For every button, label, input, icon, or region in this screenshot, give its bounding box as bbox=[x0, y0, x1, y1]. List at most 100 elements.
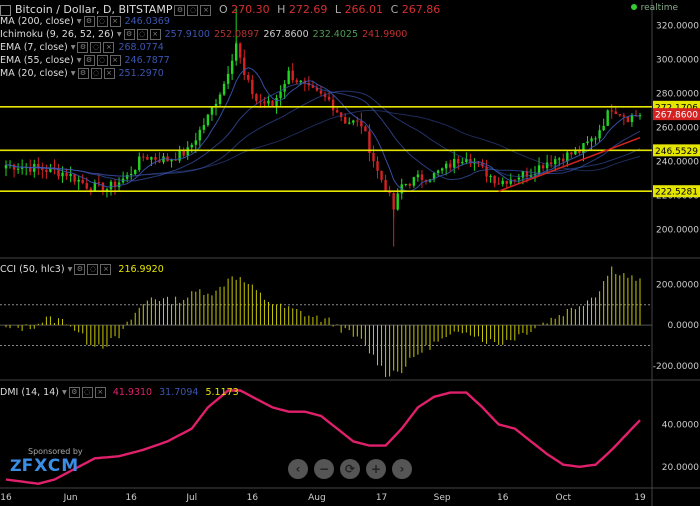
zoom-out-button[interactable]: − bbox=[314, 459, 334, 479]
indicator-legend-row: EMA (55, close) ▾ ⚙ ◌ × 246.7877 bbox=[0, 54, 170, 67]
candle-body bbox=[170, 159, 173, 162]
candle-body bbox=[206, 114, 210, 126]
candle-body bbox=[190, 144, 193, 148]
indicator-hide-icon[interactable]: ◌ bbox=[90, 68, 102, 79]
hide-icon[interactable]: ◌ bbox=[187, 4, 199, 16]
dmi-label[interactable]: DMI (14, 14) bbox=[0, 387, 59, 398]
zoom-in-button[interactable]: + bbox=[366, 459, 386, 479]
dmi-hide-icon[interactable]: ◌ bbox=[81, 387, 93, 398]
sponsor-branding[interactable]: Sponsored by ZFXCM bbox=[10, 447, 83, 476]
indicator-hide-icon[interactable]: ◌ bbox=[96, 55, 108, 66]
indicator-menu-icon[interactable]: ▾ bbox=[70, 42, 76, 53]
candle-body bbox=[69, 174, 72, 177]
time-tick-label: Jul bbox=[185, 493, 197, 503]
candle-body bbox=[45, 169, 48, 172]
scroll-right-button[interactable]: › bbox=[392, 459, 412, 479]
symbol-title[interactable]: Bitcoin / Dollar, D, BITSTAMP bbox=[15, 3, 173, 16]
candle-body bbox=[182, 150, 185, 156]
indicator-settings-icon[interactable]: ⚙ bbox=[83, 55, 95, 66]
close-icon[interactable]: × bbox=[200, 4, 212, 16]
dmi-close-icon[interactable]: × bbox=[94, 387, 106, 398]
time-tick-label: Sep bbox=[434, 493, 451, 503]
dmi-line bbox=[5, 389, 641, 486]
price-tick-label: 320.0000 bbox=[656, 22, 699, 32]
dmi-settings-icon[interactable]: ⚙ bbox=[68, 387, 80, 398]
candle-body bbox=[109, 181, 113, 190]
candle-body bbox=[485, 166, 488, 177]
candle-body bbox=[299, 80, 302, 83]
candle-body bbox=[134, 169, 137, 174]
candle-body bbox=[194, 140, 197, 145]
candle-body bbox=[513, 179, 517, 181]
navigation-controls: ‹ − ⟳ + › bbox=[288, 458, 418, 479]
indicator-label[interactable]: MA (20, close) bbox=[0, 68, 68, 79]
indicator-close-icon[interactable]: × bbox=[109, 16, 121, 27]
high-value: 272.69 bbox=[288, 3, 328, 16]
candle-body bbox=[505, 180, 508, 184]
indicator-label[interactable]: MA (200, close) bbox=[0, 16, 74, 27]
indicator-settings-icon[interactable]: ⚙ bbox=[83, 16, 95, 27]
candle-body bbox=[287, 70, 290, 84]
close-label: C bbox=[390, 3, 399, 16]
indicator-settings-icon[interactable]: ⚙ bbox=[77, 68, 89, 79]
candle-body bbox=[420, 174, 424, 181]
candle-body bbox=[323, 93, 327, 97]
indicator-close-icon[interactable]: × bbox=[103, 68, 115, 79]
candle-body bbox=[477, 161, 480, 163]
indicator-settings-icon[interactable]: ⚙ bbox=[123, 29, 135, 40]
indicator-hide-icon[interactable]: ◌ bbox=[90, 42, 102, 53]
indicator-close-icon[interactable]: × bbox=[103, 42, 115, 53]
time-tick-label: 19 bbox=[634, 493, 646, 503]
cci-close-icon[interactable]: × bbox=[100, 264, 112, 275]
candle-body bbox=[311, 85, 315, 88]
dmi-tick-label: 20.0000 bbox=[662, 463, 699, 473]
candle-body bbox=[436, 170, 440, 173]
indicator-label[interactable]: EMA (7, close) bbox=[0, 42, 68, 53]
indicator-menu-icon[interactable]: ▾ bbox=[76, 55, 82, 66]
reset-button[interactable]: ⟳ bbox=[340, 459, 360, 479]
indicator-menu-icon[interactable]: ▾ bbox=[116, 29, 122, 40]
indicator-label[interactable]: EMA (55, close) bbox=[0, 55, 74, 66]
time-tick-label: 16 bbox=[0, 493, 12, 503]
candle-body bbox=[117, 182, 121, 188]
candle-body bbox=[594, 138, 597, 140]
cci-hide-icon[interactable]: ◌ bbox=[87, 264, 99, 275]
candle-body bbox=[376, 161, 379, 171]
indicator-value: 252.0897 bbox=[213, 29, 260, 40]
candle-body bbox=[77, 179, 80, 182]
candle-body bbox=[198, 129, 202, 141]
candle-body bbox=[614, 111, 617, 115]
candle-body bbox=[606, 110, 609, 126]
price-tick-label: 200.0000 bbox=[656, 226, 699, 236]
settings-icon[interactable]: ⚙ bbox=[174, 4, 186, 16]
indicator-legend-row: MA (200, close) ▾ ⚙ ◌ × 246.0369 bbox=[0, 15, 170, 28]
cci-label[interactable]: CCI (50, hlc3) bbox=[0, 264, 65, 275]
indicator-hide-icon[interactable]: ◌ bbox=[136, 29, 148, 40]
candle-body bbox=[37, 164, 40, 168]
price-tick-label: 300.0000 bbox=[656, 56, 699, 66]
candle-body bbox=[267, 100, 270, 104]
dmi-menu-icon[interactable]: ▾ bbox=[62, 387, 67, 398]
indicator-close-icon[interactable]: × bbox=[149, 29, 161, 40]
candle-body bbox=[457, 158, 460, 164]
collapse-icon[interactable] bbox=[0, 4, 11, 16]
candle-body bbox=[49, 167, 52, 172]
candle-body bbox=[89, 188, 93, 191]
candle-body bbox=[41, 167, 44, 170]
cci-menu-icon[interactable]: ▾ bbox=[67, 264, 73, 275]
realtime-dot-icon bbox=[630, 4, 637, 10]
candle-body bbox=[283, 83, 286, 92]
candle-body bbox=[162, 156, 165, 163]
candle-body bbox=[291, 70, 294, 81]
indicator-settings-icon[interactable]: ⚙ bbox=[77, 42, 89, 53]
dmi-tick-label: 40.0000 bbox=[662, 420, 699, 430]
indicator-menu-icon[interactable]: ▾ bbox=[70, 68, 76, 79]
scroll-left-button[interactable]: ‹ bbox=[288, 459, 308, 479]
indicator-value: 267.8600 bbox=[263, 29, 309, 40]
cci-settings-icon[interactable]: ⚙ bbox=[74, 264, 86, 275]
indicator-hide-icon[interactable]: ◌ bbox=[96, 16, 108, 27]
indicator-value: 268.0774 bbox=[118, 42, 164, 53]
indicator-label[interactable]: Ichimoku (9, 26, 52, 26) bbox=[0, 29, 114, 40]
indicator-close-icon[interactable]: × bbox=[109, 55, 121, 66]
indicator-menu-icon[interactable]: ▾ bbox=[76, 16, 82, 27]
